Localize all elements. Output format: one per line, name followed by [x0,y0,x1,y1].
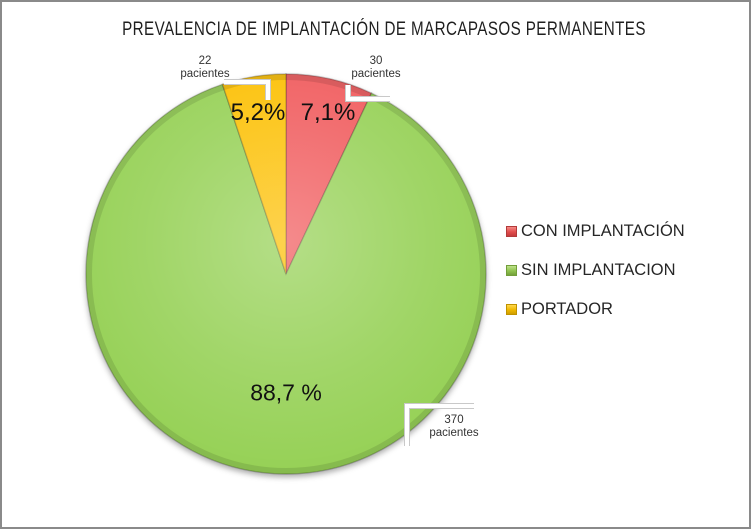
legend-swatch-yellow-icon [506,303,517,315]
legend-label-sin-implantacion: SIN IMPLANTACION [521,260,676,279]
legend-swatch-green-icon [506,264,517,276]
legend: CON IMPLANTACIÓN SIN IMPLANTACION PORTAD… [506,221,690,319]
callout-portador-unit: pacientes [180,68,230,80]
callout-portador-count: 22 [198,55,212,67]
callout-sin-implantacion-count: 370 [444,414,464,426]
slice-percent-label-con-implantacion: 7,1% [300,99,356,126]
callout-line-portador [224,80,270,100]
legend-item-portador[interactable]: PORTADOR [506,299,690,319]
callout-text-sin-implantacion: 370 pacientes [429,414,478,440]
callout-text-con-implantacion: 30 pacientes [351,55,400,81]
legend-label-con-implantacion: CON IMPLANTACIÓN [521,221,685,240]
legend-item-con-implantacion[interactable]: CON IMPLANTACIÓN [506,221,690,241]
slice-percent-label-sin-implantacion: 88,7 % [250,379,322,406]
pie-rim-shading [86,74,486,474]
chart-title: PREVALENCIA DE IMPLANTACIÓN DE MARCAPASO… [122,19,646,40]
callout-line-sin-implantacion [405,404,474,446]
slice-percent-label-portador: 5,2% [230,99,286,126]
callout-con-implantacion-unit: pacientes [351,68,401,80]
callout-text-portador: 22 pacientes [180,55,229,81]
legend-label-portador: PORTADOR [521,299,613,318]
callout-line-con-implantacion [346,85,390,101]
legend-swatch-red-icon [506,225,517,237]
legend-item-sin-implantacion[interactable]: SIN IMPLANTACION [506,260,690,280]
callout-sin-implantacion-unit: pacientes [429,427,479,439]
pie-sheen-overlay [86,74,486,474]
callout-con-implantacion-count: 30 [369,55,383,67]
callout-connectors [224,79,474,446]
